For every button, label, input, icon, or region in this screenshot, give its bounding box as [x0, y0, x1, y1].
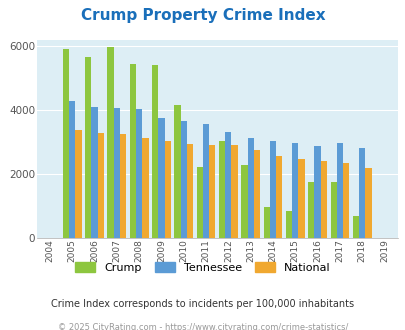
Bar [352, 216, 358, 238]
Bar [342, 163, 348, 238]
Bar [241, 165, 247, 238]
Bar [196, 167, 202, 238]
Bar [158, 118, 164, 238]
Bar [263, 207, 269, 238]
Bar [113, 108, 119, 238]
Bar [180, 121, 186, 238]
Bar [107, 47, 113, 238]
Bar [69, 101, 75, 238]
Bar [164, 141, 171, 238]
Bar [330, 182, 336, 238]
Bar [364, 168, 371, 238]
Legend: Crump, Tennessee, National: Crump, Tennessee, National [70, 258, 335, 278]
Bar [275, 155, 281, 238]
Bar [231, 145, 237, 238]
Bar [142, 138, 148, 238]
Bar [186, 144, 193, 238]
Bar [218, 141, 225, 238]
Bar [298, 159, 304, 238]
Bar [336, 144, 342, 238]
Bar [63, 49, 69, 238]
Bar [320, 161, 326, 238]
Bar [202, 124, 209, 238]
Text: Crime Index corresponds to incidents per 100,000 inhabitants: Crime Index corresponds to incidents per… [51, 299, 354, 309]
Bar [253, 150, 259, 238]
Bar [314, 146, 320, 238]
Bar [174, 105, 180, 238]
Bar [98, 133, 104, 238]
Bar [75, 130, 81, 238]
Bar [152, 65, 158, 238]
Bar [358, 148, 364, 238]
Bar [85, 57, 91, 238]
Bar [269, 141, 275, 238]
Bar [225, 132, 231, 238]
Bar [292, 143, 298, 238]
Bar [130, 64, 136, 238]
Text: © 2025 CityRating.com - https://www.cityrating.com/crime-statistics/: © 2025 CityRating.com - https://www.city… [58, 323, 347, 330]
Text: Crump Property Crime Index: Crump Property Crime Index [81, 8, 324, 23]
Bar [247, 138, 253, 238]
Bar [91, 107, 98, 238]
Bar [307, 182, 314, 238]
Bar [136, 109, 142, 238]
Bar [285, 211, 292, 238]
Bar [209, 145, 215, 238]
Bar [119, 134, 126, 238]
